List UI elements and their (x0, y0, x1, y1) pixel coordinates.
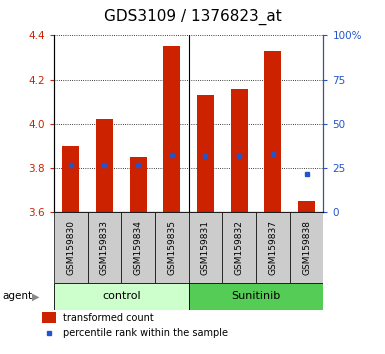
Text: agent: agent (2, 291, 32, 302)
Bar (54, 283, 189, 310)
Text: GSM159838: GSM159838 (302, 220, 311, 275)
Text: GSM159833: GSM159833 (100, 220, 109, 275)
Bar (264, 51, 281, 212)
Bar (42, 312, 57, 323)
Bar (223, 212, 256, 283)
Bar (298, 201, 315, 212)
Bar (88, 212, 121, 283)
Bar (197, 95, 214, 212)
Text: transformed count: transformed count (63, 313, 154, 322)
Bar (62, 146, 79, 212)
Bar (290, 212, 323, 283)
Bar (130, 157, 147, 212)
Text: percentile rank within the sample: percentile rank within the sample (63, 328, 228, 338)
Text: GSM159831: GSM159831 (201, 220, 210, 275)
Bar (121, 212, 155, 283)
Text: Sunitinib: Sunitinib (231, 291, 281, 302)
Text: GSM159835: GSM159835 (167, 220, 176, 275)
Bar (155, 212, 189, 283)
Text: GSM159832: GSM159832 (235, 220, 244, 275)
Bar (189, 212, 223, 283)
Bar (256, 212, 290, 283)
Bar (54, 212, 88, 283)
Bar (163, 46, 180, 212)
Text: GSM159830: GSM159830 (66, 220, 75, 275)
Bar (96, 120, 113, 212)
Text: ▶: ▶ (32, 291, 39, 302)
Bar (189, 283, 323, 310)
Text: GSM159837: GSM159837 (268, 220, 277, 275)
Bar (231, 88, 248, 212)
Text: control: control (102, 291, 141, 302)
Text: GSM159834: GSM159834 (134, 220, 142, 275)
Text: GDS3109 / 1376823_at: GDS3109 / 1376823_at (104, 9, 281, 25)
